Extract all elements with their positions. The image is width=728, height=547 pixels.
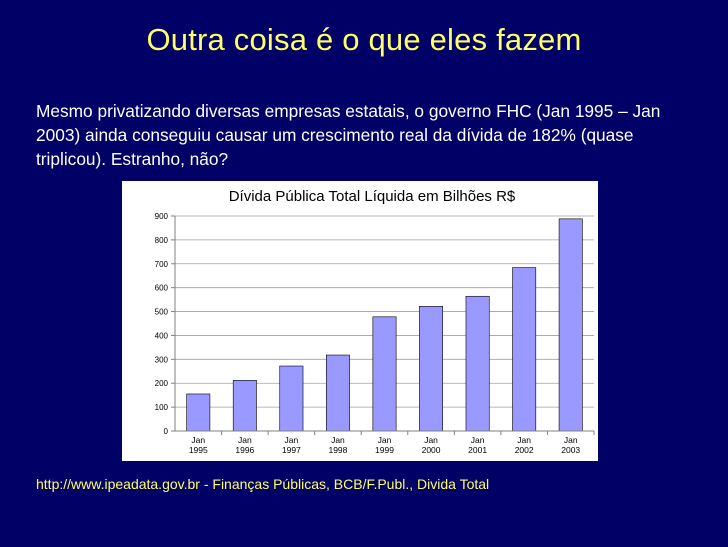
- x-tick-label: Jan 2003: [561, 435, 580, 455]
- bar: [326, 354, 350, 432]
- y-tick-label: 500: [155, 308, 169, 317]
- y-tick-label: 600: [155, 284, 169, 293]
- y-tick-label: 800: [155, 236, 169, 245]
- y-tick-label: 900: [155, 212, 169, 221]
- slide-paragraph: Mesmo privatizando diversas empresas est…: [36, 101, 661, 169]
- x-axis-ticks: Jan 1995 Jan 1996 Jan 1997 Jan 1998 Jan 1999 Jan 20…: [189, 431, 595, 455]
- x-tick-label: Jan 1995: [189, 435, 208, 455]
- bar: [465, 295, 490, 432]
- x-tick-label: Jan 2000: [422, 435, 441, 455]
- y-tick-label: 0: [164, 427, 169, 436]
- slide-title: Outra coisa é o que eles fazem: [146, 22, 582, 57]
- y-tick-label: 300: [155, 355, 169, 364]
- y-axis-ticks: 0 100 200 300 400 500 600 700 800 900: [155, 212, 175, 436]
- bar-chart: Dívida Pública Total Líquida em Bilhões …: [155, 188, 595, 455]
- x-tick-label: Jan 2002: [515, 435, 534, 455]
- x-tick-label: Jan 2001: [468, 435, 487, 455]
- x-tick-label: Jan 1997: [282, 435, 301, 455]
- bar: [186, 393, 211, 432]
- y-tick-label: 700: [155, 260, 169, 269]
- bar: [232, 380, 257, 432]
- source-citation: http://www.ipeadata.gov.br - Finanças Pú…: [36, 476, 490, 492]
- x-tick-label: Jan 1996: [235, 435, 254, 455]
- x-tick-label: Jan 1999: [375, 435, 394, 455]
- bars: [186, 218, 583, 432]
- bar: [558, 218, 583, 432]
- bar: [512, 267, 537, 432]
- bar: [279, 365, 304, 432]
- y-tick-label: 200: [155, 379, 169, 388]
- bar: [372, 316, 397, 432]
- chart-title: Dívida Pública Total Líquida em Bilhões …: [229, 188, 516, 205]
- bar: [419, 306, 443, 432]
- x-tick-label: Jan 1998: [328, 435, 347, 455]
- chart-container: Dívida Pública Total Líquida em Bilhões …: [122, 181, 598, 461]
- y-tick-label: 100: [155, 403, 169, 412]
- y-tick-label: 400: [155, 331, 169, 340]
